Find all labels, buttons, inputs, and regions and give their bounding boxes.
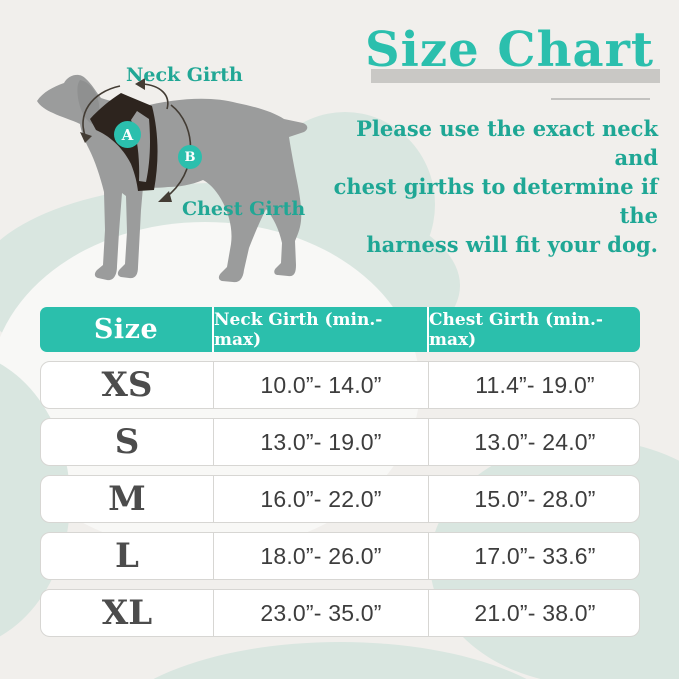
subtitle: Please use the exact neck and chest girt… <box>320 114 658 259</box>
subtitle-line: harness will fit your dog. <box>366 232 658 257</box>
dog-harness-illustration <box>37 74 308 283</box>
subtitle-line: Please use the exact neck and <box>356 116 658 170</box>
header-size: Size <box>93 314 159 345</box>
table-row: L 18.0”- 26.0” 17.0”- 33.6” <box>40 532 640 580</box>
size-cell: XS <box>101 365 153 405</box>
header-chest-girth: Chest Girth (min.-max) <box>427 307 640 352</box>
size-cell: M <box>108 479 146 519</box>
marker-a-badge: A <box>114 121 141 148</box>
dog-ear <box>77 80 100 124</box>
chest-girth-cell: 17.0”- 33.6” <box>428 533 639 579</box>
dog-front-leg-overlay <box>94 151 124 192</box>
size-table: Size Neck Girth (min.-max) Chest Girth (… <box>40 307 640 637</box>
neck-girth-arrows <box>82 83 169 139</box>
chest-girth-cell: 21.0”- 38.0” <box>428 590 639 636</box>
title-underline <box>551 98 650 100</box>
neck-girth-label: Neck Girth <box>126 64 243 86</box>
marker-b-badge: B <box>178 145 202 169</box>
subtitle-line: chest girths to determine if the <box>333 174 658 228</box>
header-neck-girth: Neck Girth (min.-max) <box>212 307 427 352</box>
size-cell: L <box>115 536 139 576</box>
page-title: Size Chart <box>364 22 655 78</box>
table-row: S 13.0”- 19.0” 13.0”- 24.0” <box>40 418 640 466</box>
chest-girth-cell: 15.0”- 28.0” <box>428 476 639 522</box>
chest-girth-label: Chest Girth <box>182 198 306 220</box>
size-cell: S <box>114 422 140 462</box>
chest-girth-cell: 11.4”- 19.0” <box>428 362 639 408</box>
table-header-row: Size Neck Girth (min.-max) Chest Girth (… <box>40 307 640 352</box>
size-cell: XL <box>101 593 153 633</box>
table-row: XL 23.0”- 35.0” 21.0”- 38.0” <box>40 589 640 637</box>
neck-girth-cell: 18.0”- 26.0” <box>213 533 428 579</box>
neck-girth-cell: 23.0”- 35.0” <box>213 590 428 636</box>
neck-girth-cell: 16.0”- 22.0” <box>213 476 428 522</box>
table-row: XS 10.0”- 14.0” 11.4”- 19.0” <box>40 361 640 409</box>
arrowhead <box>158 191 172 202</box>
arrowhead <box>80 132 92 143</box>
neck-girth-cell: 13.0”- 19.0” <box>213 419 428 465</box>
table-row: M 16.0”- 22.0” 15.0”- 28.0” <box>40 475 640 523</box>
chest-girth-cell: 13.0”- 24.0” <box>428 419 639 465</box>
title-accent-bar <box>371 69 660 83</box>
arrowhead <box>135 78 145 90</box>
neck-girth-cell: 10.0”- 14.0” <box>213 362 428 408</box>
